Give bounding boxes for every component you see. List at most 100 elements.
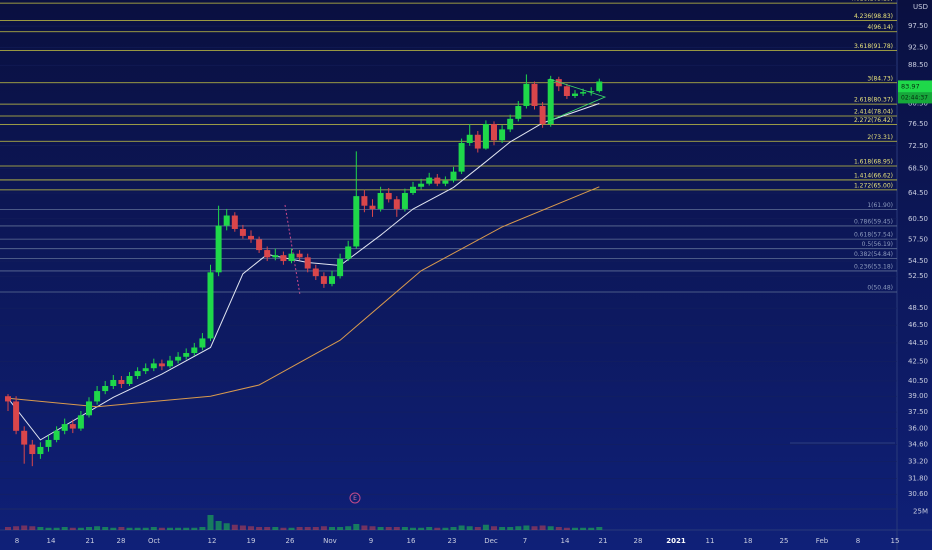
- volume-bar: [337, 527, 344, 530]
- volume-bar: [239, 525, 246, 530]
- y-tick-label: 46.50: [908, 321, 928, 329]
- candle-body: [5, 396, 11, 402]
- volume-bar: [523, 525, 530, 530]
- volume-bar: [175, 527, 182, 530]
- volume-bar: [531, 526, 538, 530]
- volume-bar: [264, 527, 271, 530]
- candle-body: [515, 105, 522, 119]
- volume-bar: [142, 527, 149, 530]
- volume-bar: [572, 527, 578, 530]
- candle-body: [377, 192, 384, 209]
- volume-bar: [458, 525, 465, 530]
- candle-body: [86, 401, 92, 416]
- x-tick-label: 2021: [666, 537, 686, 545]
- fib-label: 0.382(54.84): [854, 251, 893, 258]
- y-tick-label: 64.50: [908, 189, 928, 197]
- y-tick-label: 42.50: [908, 358, 928, 366]
- candle-body: [272, 255, 279, 258]
- moving-average: [7, 186, 600, 408]
- candle-body: [118, 379, 125, 384]
- volume-bar: [385, 527, 392, 530]
- candle-body: [45, 439, 52, 447]
- volume-bar: [296, 527, 303, 530]
- candle-body: [256, 239, 263, 251]
- candle-body: [596, 81, 603, 92]
- y-tick-label: 57.50: [908, 235, 928, 243]
- volume-bar: [167, 527, 173, 530]
- fib-label: 0.786(59.45): [854, 218, 893, 225]
- x-tick-label: 15: [891, 537, 900, 545]
- fib-label: 1.414(66.62): [854, 172, 893, 179]
- x-tick-label: Dec: [484, 537, 498, 545]
- y-tick-label: 97.50: [908, 22, 928, 30]
- volume-bar: [231, 524, 238, 530]
- y-tick-label: 34.60: [908, 441, 928, 449]
- x-tick-label: 19: [247, 537, 256, 545]
- volume-bar: [401, 527, 408, 530]
- volume-bar: [102, 527, 109, 530]
- candle-body: [231, 215, 238, 229]
- volume-bar: [21, 525, 28, 530]
- volume-bar: [580, 527, 587, 530]
- volume-bar: [507, 527, 514, 530]
- volume-bar: [29, 526, 36, 530]
- fib-label: 0.236(53.18): [854, 263, 893, 270]
- volume-bar: [304, 527, 311, 530]
- candle-body: [264, 250, 271, 258]
- y-tick-label: 30.60: [908, 490, 928, 498]
- candle-body: [531, 83, 538, 106]
- fib-label: 1(61.90): [867, 202, 893, 209]
- candle-body: [207, 272, 214, 339]
- candle-body: [353, 196, 360, 247]
- candle-body: [329, 276, 335, 284]
- candle-body: [183, 353, 190, 357]
- candle-body: [288, 253, 295, 262]
- y-tick-label: 76.50: [908, 120, 928, 128]
- volume-bar: [466, 526, 473, 530]
- volume-bar: [482, 524, 489, 530]
- fib-label: 0.618(57.54): [854, 232, 893, 239]
- candle-body: [69, 424, 76, 429]
- candle-body: [482, 124, 489, 149]
- x-tick-label: 16: [407, 537, 416, 545]
- fib-label: 2.414(78.04): [854, 109, 893, 116]
- earnings-label: E: [353, 495, 357, 502]
- y-tick-label: 80.50: [908, 99, 928, 107]
- candle-body: [507, 118, 514, 130]
- candle-body: [29, 444, 36, 455]
- y-tick-label: 60.50: [908, 215, 928, 223]
- x-tick-label: 12: [208, 537, 217, 545]
- volume-bar: [312, 527, 319, 530]
- volume-bar: [13, 526, 20, 530]
- volume-bar: [126, 527, 133, 530]
- candle-body: [385, 192, 392, 200]
- candle-body: [426, 177, 433, 184]
- volume-bar: [555, 527, 562, 530]
- x-tick-label: Oct: [148, 537, 160, 545]
- volume-tick-label: 25M: [913, 507, 928, 515]
- price-badge-label: 83.97: [901, 82, 920, 90]
- x-tick-label: 28: [117, 537, 126, 545]
- volume-bar: [474, 527, 481, 530]
- fib-label: 4.618(103.19): [850, 0, 893, 3]
- volume-bar: [215, 521, 222, 530]
- candle-body: [199, 338, 206, 348]
- volume-bar: [45, 527, 52, 530]
- candle-body: [458, 142, 465, 172]
- candle-body: [450, 171, 457, 181]
- y-tick-label: 40.50: [908, 377, 928, 385]
- candle-body: [539, 105, 546, 125]
- volume-bar: [37, 527, 44, 530]
- x-tick-label: Nov: [323, 537, 337, 545]
- volume-bar: [596, 527, 603, 530]
- candle-body: [158, 363, 165, 367]
- triangle-pattern: [548, 78, 607, 122]
- candle-body: [94, 391, 101, 402]
- candle-body: [369, 205, 376, 209]
- volume-bar: [61, 527, 68, 530]
- y-tick-label: 44.50: [908, 339, 928, 347]
- candle-body: [215, 225, 222, 273]
- candle-body: [410, 186, 416, 193]
